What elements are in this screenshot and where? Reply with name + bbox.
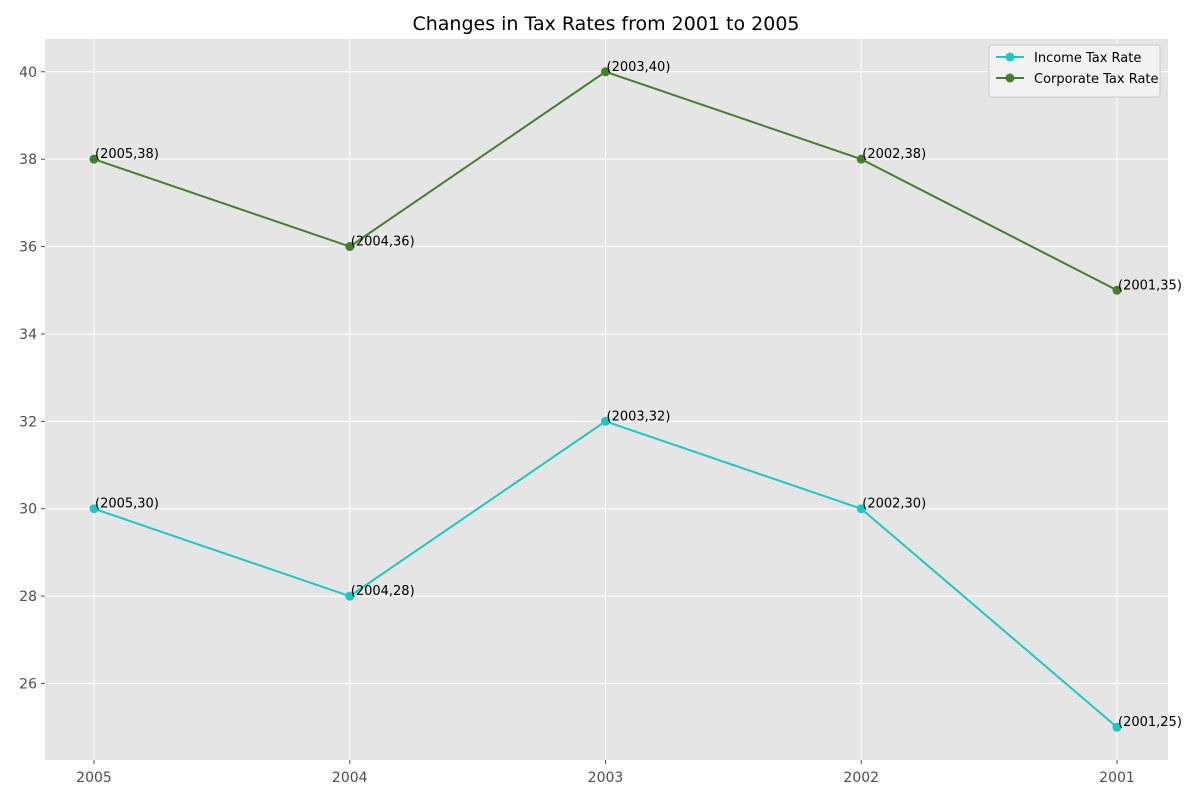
y-tick-label: 40	[19, 65, 37, 81]
x-tick-label: 2005	[76, 770, 112, 786]
x-axis-tick-labels: 2005 2004 2003 2002 2001	[76, 760, 1135, 786]
y-tick-label: 30	[19, 502, 37, 518]
legend-swatch-marker	[1005, 73, 1015, 83]
legend-swatch-marker	[1005, 52, 1015, 62]
legend-item-corporate-tax-rate: Corporate Tax Rate	[996, 72, 1159, 87]
data-point-income-tax-rate	[345, 591, 355, 601]
data-point-corporate-tax-rate	[601, 67, 610, 77]
data-point-corporate-tax-rate	[1112, 285, 1122, 295]
y-axis-tick-labels: 26 28 30 32 34 36 38 40	[19, 65, 45, 693]
data-point-income-tax-rate	[1112, 722, 1122, 732]
y-tick-label: 38	[19, 152, 37, 168]
series-layer	[89, 67, 1122, 732]
data-label-income-tax-rate: (2001,25)	[1118, 715, 1182, 730]
x-tick-label: 2002	[843, 770, 879, 786]
x-tick-label: 2001	[1099, 770, 1135, 786]
y-tick-label: 36	[19, 240, 37, 256]
y-tick-label: 26	[19, 677, 37, 693]
data-label-income-tax-rate: (2003,32)	[607, 409, 671, 424]
data-point-income-tax-rate	[89, 504, 99, 514]
legend: Income Tax Rate Corporate Tax Rate	[988, 44, 1161, 98]
data-label-corporate-tax-rate: (2004,36)	[351, 235, 415, 250]
data-label-corporate-tax-rate: (2002,38)	[862, 147, 926, 162]
data-label-income-tax-rate: (2004,28)	[351, 584, 415, 599]
chart-title: Changes in Tax Rates from 2001 to 2005	[412, 13, 799, 35]
data-label-corporate-tax-rate: (2001,35)	[1118, 278, 1182, 293]
data-point-corporate-tax-rate	[856, 154, 866, 164]
x-tick-label: 2004	[332, 770, 368, 786]
point-labels: (2005,30) (2004,28) (2003,32) (2002,30) (200…	[95, 60, 1182, 730]
legend-box	[988, 44, 1161, 98]
legend-item-income-tax-rate: Income Tax Rate	[996, 51, 1141, 66]
data-point-corporate-tax-rate	[89, 154, 99, 164]
data-label-corporate-tax-rate: (2003,40)	[607, 60, 671, 75]
x-tick-label: 2003	[588, 770, 624, 786]
data-label-corporate-tax-rate: (2005,38)	[95, 147, 159, 162]
data-label-income-tax-rate: (2005,30)	[95, 497, 159, 512]
legend-label: Corporate Tax Rate	[1034, 72, 1159, 87]
data-point-income-tax-rate	[856, 504, 866, 514]
data-point-corporate-tax-rate	[345, 242, 355, 252]
y-tick-label: 32	[19, 414, 37, 430]
y-tick-label: 28	[19, 589, 37, 605]
data-point-income-tax-rate	[601, 416, 610, 426]
plot-background	[45, 39, 1168, 760]
y-tick-label: 34	[19, 327, 37, 343]
legend-label: Income Tax Rate	[1034, 51, 1141, 66]
data-label-income-tax-rate: (2002,30)	[862, 497, 926, 512]
series-income-tax-rate	[89, 416, 1122, 732]
series-corporate-tax-rate	[89, 67, 1122, 295]
